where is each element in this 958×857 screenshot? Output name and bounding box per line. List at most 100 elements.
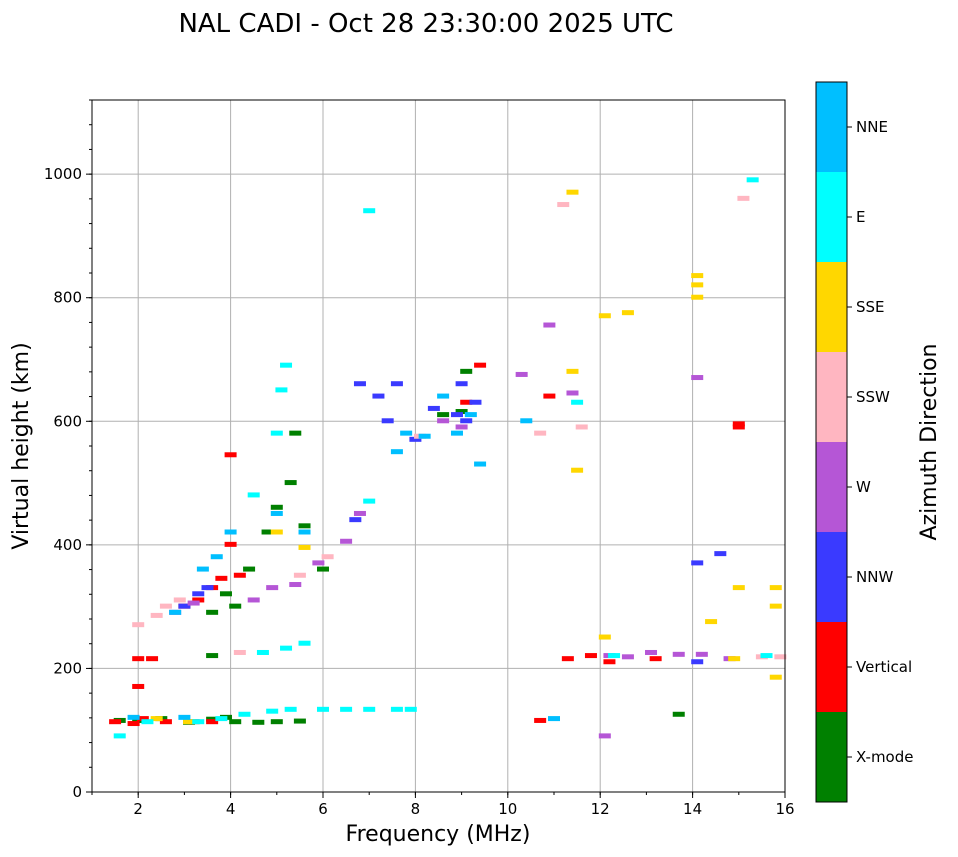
data-point [598,634,611,640]
colorbar-tick-label: SSE [856,298,885,316]
data-point [289,582,302,588]
data-point [450,430,463,436]
colorbar-segment [816,352,847,442]
x-tick-label: 16 [775,800,794,818]
data-point [714,551,727,557]
data-point [233,649,246,655]
data-point [437,393,450,399]
colorbar-segment [816,442,847,532]
colorbar-tick-label: NNE [856,118,888,136]
data-point [769,585,782,591]
data-point [317,566,329,572]
colorbar-tick-label: SSW [856,388,890,406]
data-point [289,430,302,436]
colorbar-tick-label: NNW [856,568,893,586]
data-point [737,195,750,201]
data-point [132,656,145,662]
data-point [455,424,468,430]
data-point [460,368,473,374]
data-point [534,430,547,436]
colorbar-tick-label: E [856,208,865,226]
data-point [575,424,588,430]
data-point [192,719,205,725]
data-point [672,651,685,657]
data-point [691,375,704,381]
data-point [728,656,741,662]
x-tick-label: 10 [498,800,517,818]
data-point [390,706,403,712]
data-point [520,418,533,424]
x-tick-label: 4 [226,800,236,818]
data-point [584,653,597,659]
data-point [178,714,191,720]
y-axis-label: Virtual height (km) [9,342,34,549]
data-point [460,418,473,424]
data-point [141,719,154,725]
data-point [233,572,246,578]
data-point [293,718,306,724]
data-point [603,659,616,665]
x-tick-label: 6 [318,800,328,818]
colorbar-segment [816,82,847,172]
data-point [261,529,274,535]
data-point [769,674,782,680]
x-axis-label: Frequency (MHz) [346,822,531,847]
data-point [127,714,140,720]
data-point [224,452,237,458]
data-point [159,603,172,609]
data-point [400,430,413,436]
x-axis: 2 4 6 8 10 12 14 16 [91,792,795,818]
colorbar-tick-label: Vertical [856,658,912,676]
chart-title: NAL CADI - Oct 28 23:30:00 2025 UTC [178,9,673,39]
data-point [691,273,704,279]
data-point [284,480,297,486]
data-point [210,554,223,560]
data-point [691,294,704,300]
data-point [270,504,283,510]
data-point [363,706,376,712]
data-point [409,436,422,442]
plot-frame [91,99,786,793]
data-point [557,202,570,208]
y-tick-label: 0 [72,783,82,801]
colorbar-segment [816,712,847,802]
data-point [645,649,658,655]
grid-lines [92,100,786,793]
data-point [109,719,122,725]
data-point [548,716,560,722]
y-tick-label: 800 [53,289,82,307]
colorbar-label: Azimuth Direction [917,343,942,540]
data-point [321,554,334,560]
data-point [192,591,205,597]
data-point [169,609,182,615]
data-point [381,418,394,424]
data-point [450,412,463,418]
data-point [150,716,163,722]
data-point [427,405,440,411]
x-tick-label: 12 [591,800,610,818]
data-point [534,717,547,723]
data-point [649,656,662,662]
data-point [127,721,140,727]
data-point [571,399,584,405]
data-point [769,603,782,609]
data-point [270,510,283,516]
data-point [206,653,219,659]
data-point [132,683,145,689]
y-tick-label: 600 [53,412,82,430]
data-point [229,719,242,725]
y-axis: 0 200 400 600 800 1000 [44,99,92,801]
data-point [317,706,329,712]
data-point [543,393,556,399]
y-tick-label: 1000 [44,165,82,183]
data-point [598,313,611,319]
data-point [353,381,366,387]
data-point [515,371,528,377]
colorbar-tick-label: W [856,478,871,496]
data-point [672,711,685,717]
data-point [215,575,228,581]
data-point [132,622,145,628]
data-point [353,510,366,516]
y-tick-label: 200 [53,659,82,677]
